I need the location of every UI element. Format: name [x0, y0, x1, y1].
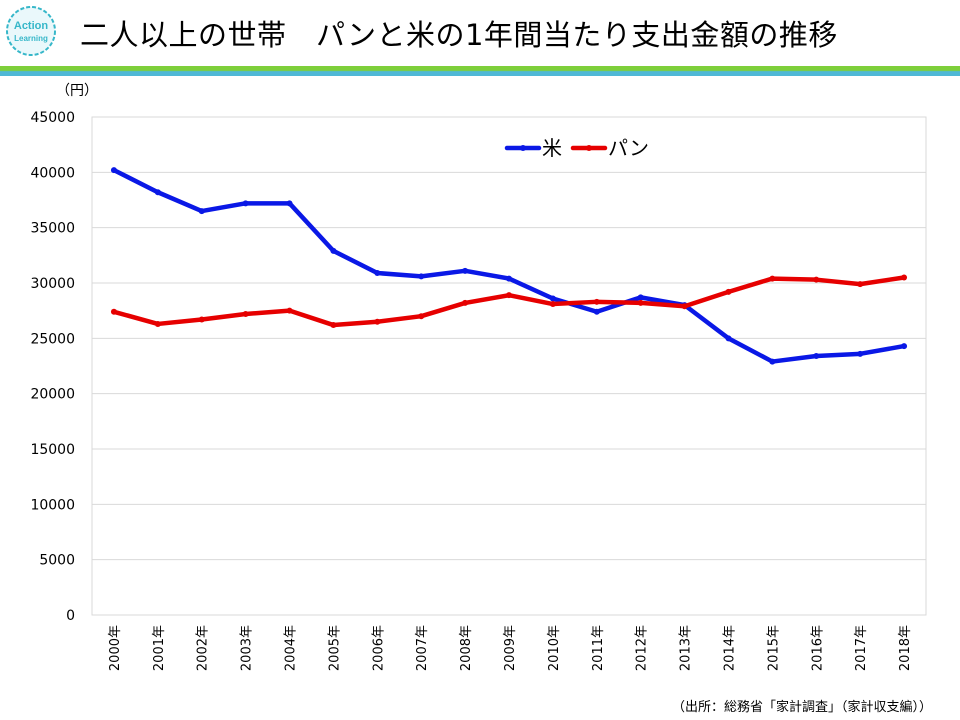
x-tick-label: 2013年 [679, 625, 694, 671]
y-tick-label: 15000 [30, 442, 75, 458]
y-tick-label: 5000 [39, 553, 75, 569]
y-tick-label: 30000 [30, 276, 75, 292]
y-tick-label: 0 [66, 608, 75, 624]
data-point [857, 350, 864, 357]
data-point [549, 295, 556, 302]
data-point [769, 358, 776, 365]
data-point [418, 313, 425, 320]
data-point [374, 270, 381, 277]
x-tick-label: 2016年 [810, 625, 825, 671]
data-point [330, 247, 337, 254]
y-tick-label: 40000 [30, 165, 75, 181]
legend: 米 パン [504, 136, 649, 160]
data-point [637, 299, 644, 306]
x-tick-label: 2009年 [503, 625, 518, 671]
legend-label: 米 [542, 136, 562, 160]
legend-item: 米 [504, 136, 562, 160]
logo-text-action: Action [14, 20, 49, 32]
data-point [725, 335, 732, 342]
x-tick-label: 2003年 [240, 625, 255, 671]
x-tick-label: 2014年 [722, 625, 737, 671]
series-bread [110, 274, 908, 329]
page-title: 二人以上の世帯 パンと米の1年間当たり支出金額の推移 [80, 18, 838, 52]
data-point [901, 274, 908, 281]
data-point [154, 320, 161, 327]
action-learning-logo: Action Learning [6, 6, 56, 56]
y-axis-label: （円） [56, 83, 98, 99]
data-point [593, 298, 600, 305]
y-tick-label: 45000 [30, 110, 75, 126]
x-tick-label: 2001年 [152, 625, 167, 671]
x-tick-label: 2005年 [327, 625, 342, 671]
data-point [769, 275, 776, 282]
legend-marker [520, 145, 526, 151]
y-tick-label: 35000 [30, 221, 75, 237]
data-point [813, 353, 820, 360]
data-point [813, 276, 820, 283]
legend-item: パン [570, 136, 649, 160]
gridlines [92, 171, 926, 561]
data-point [418, 273, 425, 280]
x-tick-label: 2018年 [898, 625, 913, 671]
title-underline-bar [0, 66, 960, 76]
legend-label: パン [608, 136, 649, 160]
legend-marker [586, 145, 592, 151]
y-axis-tick-labels: 0 5000 10000 15000 20000 25000 30000 35000 40000… [30, 110, 75, 624]
data-point [286, 307, 293, 314]
x-tick-label: 2002年 [196, 625, 211, 671]
x-tick-label: 2006年 [371, 625, 386, 671]
x-axis-tick-labels: 2000年 2001年 2002年 2003年 2004年 2005年 2006年 2007年… [108, 625, 913, 671]
y-tick-label: 25000 [30, 331, 75, 347]
data-point [462, 267, 469, 274]
plot-area [91, 116, 927, 616]
data-point [549, 301, 556, 308]
x-tick-label: 2012年 [635, 625, 650, 671]
y-tick-label: 20000 [30, 387, 75, 403]
data-point [374, 318, 381, 325]
data-point [462, 299, 469, 306]
data-point [330, 322, 337, 329]
x-tick-label: 2007年 [415, 625, 430, 671]
source-note: （出所：総務省「家計調査」（家計収支編）） [671, 700, 932, 715]
data-point [901, 343, 908, 350]
data-point [242, 310, 249, 317]
data-point [593, 308, 600, 315]
data-point [506, 275, 512, 282]
data-point [198, 316, 205, 323]
data-point [506, 292, 512, 299]
x-tick-label: 2015年 [766, 625, 781, 671]
data-point [637, 294, 644, 301]
data-point [154, 189, 161, 196]
data-point [110, 167, 117, 174]
data-point [242, 200, 249, 207]
y-tick-label: 10000 [30, 497, 75, 513]
x-tick-label: 2017年 [854, 625, 869, 671]
logo-text-learning: Learning [14, 34, 48, 43]
x-tick-label: 2004年 [284, 625, 299, 671]
data-point [286, 200, 293, 207]
x-tick-label: 2010年 [547, 625, 562, 671]
data-point [857, 281, 864, 288]
x-tick-label: 2008年 [459, 625, 474, 671]
data-point [681, 303, 688, 310]
x-tick-label: 2011年 [591, 625, 606, 671]
data-point [198, 208, 205, 215]
data-point [110, 308, 117, 315]
data-series [110, 167, 908, 365]
data-point [725, 288, 732, 295]
x-tick-label: 2000年 [108, 625, 123, 671]
